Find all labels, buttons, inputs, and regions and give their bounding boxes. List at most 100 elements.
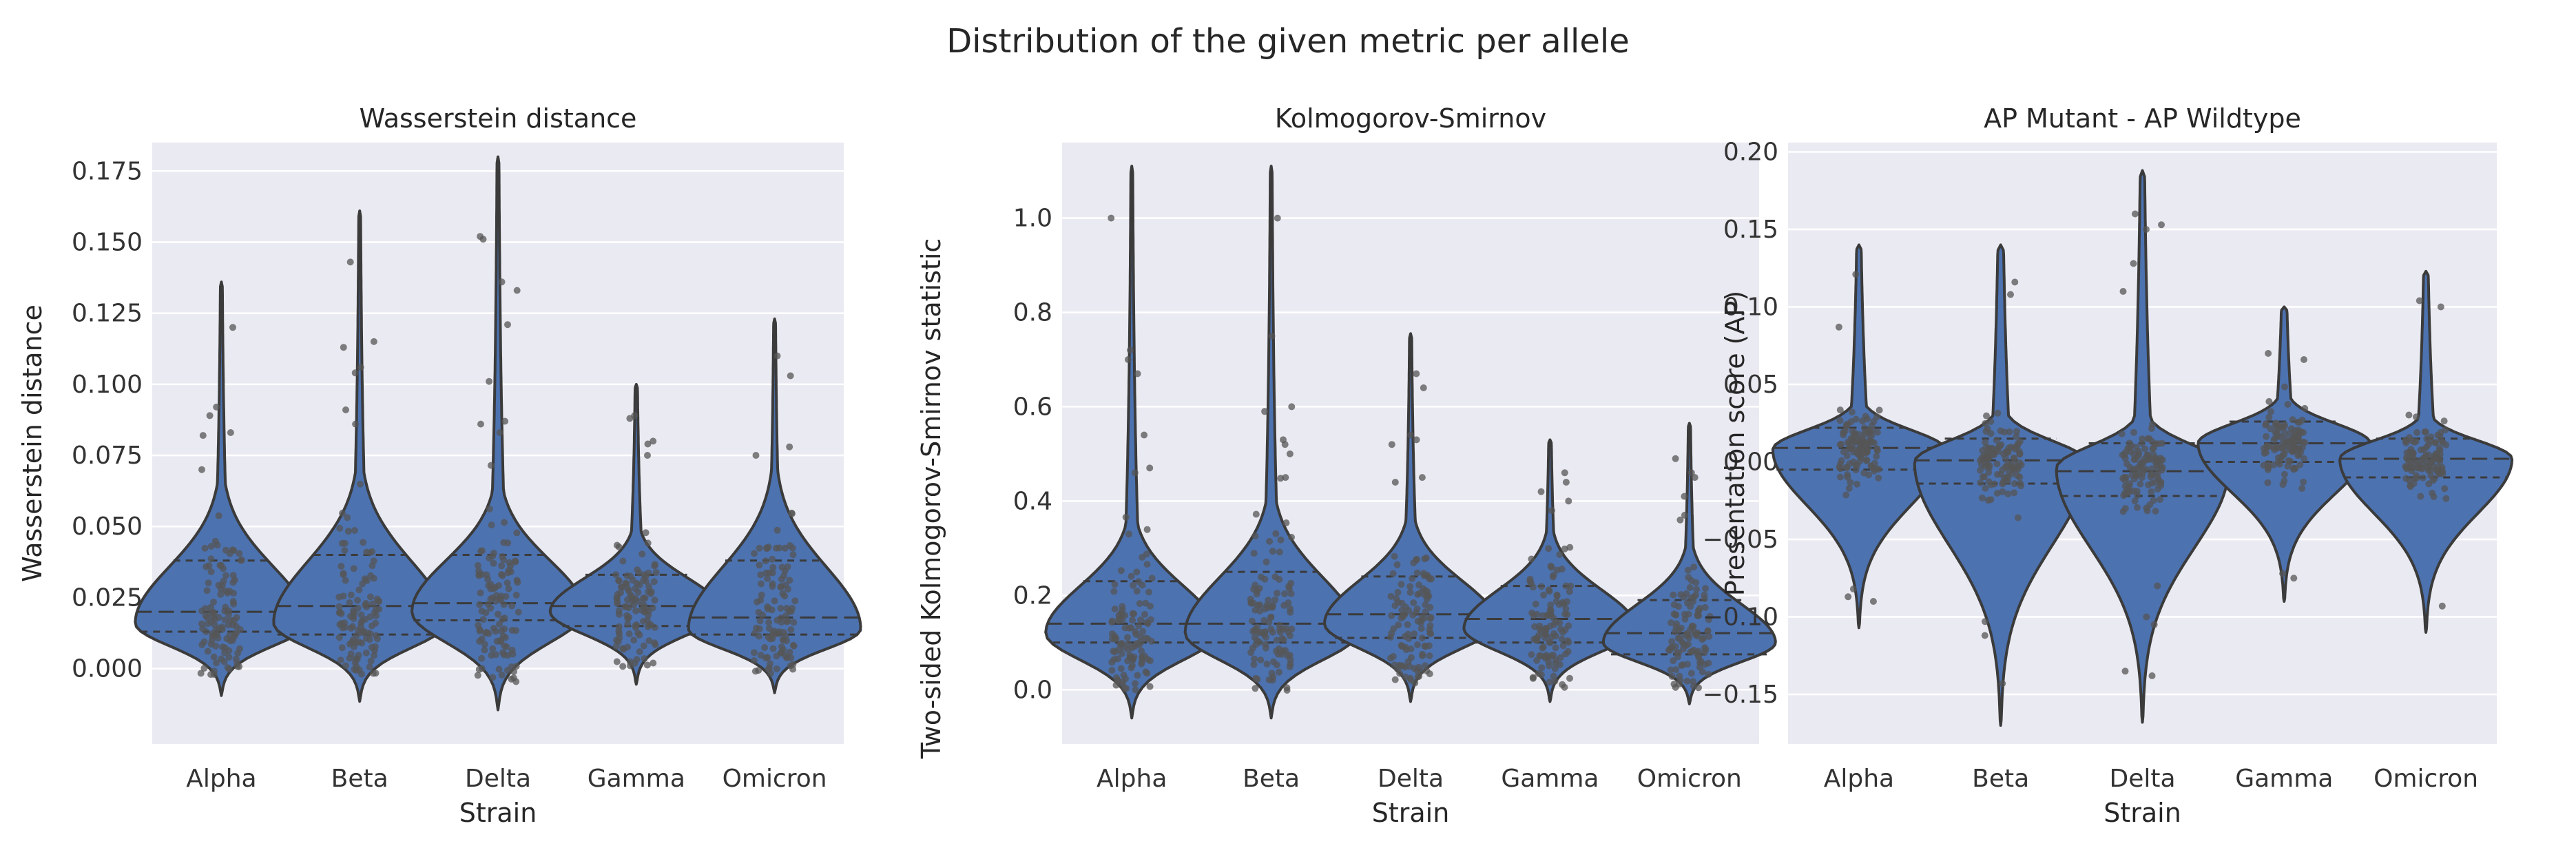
data-point [1426, 603, 1434, 611]
data-point [1566, 588, 1573, 595]
data-point [1696, 659, 1703, 666]
data-point [2154, 582, 2161, 590]
data-point [227, 617, 234, 624]
data-point [2425, 480, 2433, 488]
data-point [1699, 668, 1706, 676]
data-point [2126, 483, 2133, 490]
data-point [1547, 601, 1555, 609]
data-point [2121, 668, 2129, 675]
data-point [2290, 575, 2298, 582]
data-point [1858, 440, 1866, 448]
y-tick-label: 0.2 [1013, 581, 1052, 610]
data-point [1277, 536, 1285, 544]
data-point [1982, 484, 1989, 492]
data-point [1408, 654, 1415, 661]
data-point [1126, 651, 1134, 659]
data-point [1565, 622, 1572, 630]
data-point [347, 591, 355, 599]
data-point [362, 649, 370, 656]
data-point [2264, 479, 2272, 486]
data-point [752, 452, 760, 459]
data-point [1135, 578, 1143, 586]
data-point [210, 668, 218, 675]
data-point [1266, 537, 1274, 545]
data-point [1288, 403, 1296, 411]
data-point [652, 641, 659, 649]
data-point [789, 544, 796, 552]
data-point [786, 443, 793, 451]
data-point [476, 637, 484, 645]
data-point [1117, 665, 1125, 672]
data-point [1124, 634, 1131, 641]
data-point [2270, 436, 2278, 444]
x-tick-label: Omicron [1637, 765, 1742, 793]
data-point [2300, 478, 2307, 486]
data-point [784, 617, 791, 625]
data-point [2148, 672, 2156, 679]
data-point [2300, 356, 2307, 363]
data-point [2132, 466, 2139, 473]
data-point [1548, 563, 1555, 571]
data-point [1282, 474, 1289, 482]
data-point [2150, 497, 2157, 504]
data-point [1252, 674, 1260, 682]
data-point [2152, 508, 2159, 515]
data-point [1417, 625, 1425, 632]
data-point [487, 462, 495, 469]
data-point [1413, 370, 1420, 378]
data-point [350, 565, 357, 572]
data-point [2438, 437, 2445, 444]
data-point [1556, 619, 1564, 626]
data-point [210, 599, 217, 606]
panel-title: Wasserstein distance [360, 103, 637, 134]
data-point [478, 654, 486, 662]
data-point [761, 644, 769, 651]
data-point [207, 609, 214, 617]
data-point [2004, 490, 2012, 497]
data-point [765, 619, 773, 626]
strip-points [1835, 271, 1883, 605]
data-point [484, 575, 492, 583]
data-point [1407, 676, 1415, 684]
data-point [1143, 619, 1150, 626]
data-point [1273, 637, 1280, 644]
data-point [779, 590, 787, 597]
data-point [498, 671, 506, 679]
data-point [2440, 417, 2448, 425]
data-point [1852, 415, 1860, 423]
data-point [1552, 644, 1559, 652]
data-point [1869, 465, 1877, 472]
data-point [358, 670, 365, 678]
data-point [2438, 602, 2446, 610]
data-point [1559, 642, 1567, 650]
data-point [501, 417, 509, 425]
data-point [489, 674, 497, 681]
data-point [1129, 617, 1136, 624]
data-point [1836, 406, 1844, 414]
x-tick-label: Delta [465, 765, 531, 793]
data-point [1269, 603, 1276, 611]
data-point [1705, 659, 1712, 667]
data-point [1674, 603, 1682, 610]
x-tick-label: Beta [1972, 765, 2029, 793]
data-point [1404, 621, 1411, 628]
data-point [344, 514, 351, 521]
data-point [508, 626, 516, 634]
data-point [1978, 494, 1986, 501]
data-point [1112, 674, 1120, 681]
data-point [1285, 599, 1292, 606]
data-point [367, 657, 375, 665]
data-point [1263, 558, 1270, 566]
data-point [1409, 611, 1417, 619]
data-point [1257, 656, 1265, 664]
strip-points [1526, 469, 1575, 691]
data-point [1286, 450, 1294, 457]
data-point [755, 608, 762, 616]
y-tick-label: 0.6 [1013, 393, 1052, 421]
data-point [1253, 590, 1260, 598]
data-point [1108, 667, 1116, 674]
data-point [1997, 470, 2004, 478]
x-axis-label: Strain [1372, 798, 1450, 828]
data-point [1287, 632, 1294, 639]
data-point [2295, 451, 2303, 459]
